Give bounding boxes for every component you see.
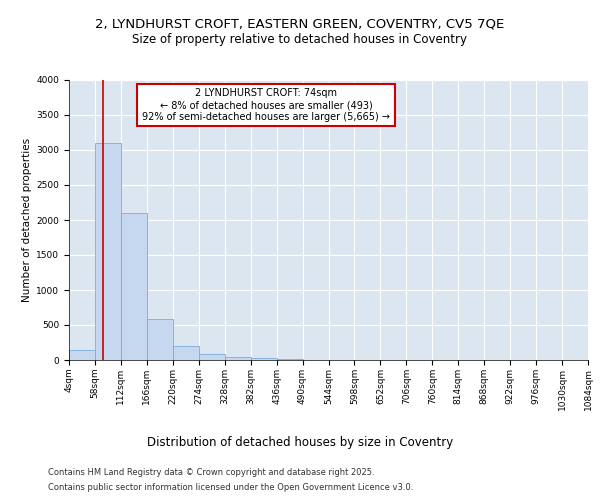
Bar	[147, 320, 173, 360]
Bar	[95, 143, 121, 360]
Bar	[251, 358, 277, 360]
Text: Contains HM Land Registry data © Crown copyright and database right 2025.: Contains HM Land Registry data © Crown c…	[48, 468, 374, 477]
Text: 2, LYNDHURST CROFT, EASTERN GREEN, COVENTRY, CV5 7QE: 2, LYNDHURST CROFT, EASTERN GREEN, COVEN…	[95, 18, 505, 30]
Y-axis label: Number of detached properties: Number of detached properties	[22, 138, 32, 302]
Bar	[69, 350, 95, 360]
Bar	[277, 359, 302, 360]
Text: Size of property relative to detached houses in Coventry: Size of property relative to detached ho…	[133, 32, 467, 46]
Bar	[225, 356, 251, 360]
Bar	[173, 346, 199, 360]
Bar	[121, 213, 147, 360]
Bar	[199, 354, 224, 360]
Text: 2 LYNDHURST CROFT: 74sqm
← 8% of detached houses are smaller (493)
92% of semi-d: 2 LYNDHURST CROFT: 74sqm ← 8% of detache…	[142, 88, 390, 122]
Text: Contains public sector information licensed under the Open Government Licence v3: Contains public sector information licen…	[48, 483, 413, 492]
Text: Distribution of detached houses by size in Coventry: Distribution of detached houses by size …	[147, 436, 453, 449]
